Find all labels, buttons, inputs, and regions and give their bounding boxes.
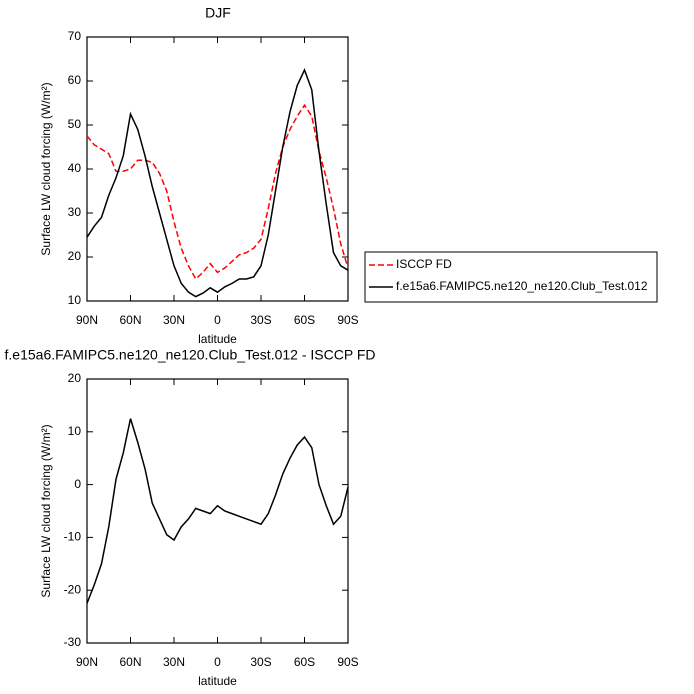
x-tick-label: 0 [214,313,221,327]
series-line [86,68,349,298]
x-tick-label: 0 [214,655,221,669]
y-tick-label: -10 [64,530,82,544]
series-line [86,103,349,281]
plot-frame [86,378,349,644]
y-tick-label: 50 [68,117,82,131]
x-tick-label: 60S [294,313,315,327]
x-tick-label: 90S [337,313,358,327]
y-axis-label: Surface LW cloud forcing (W/m²) [39,424,53,597]
y-tick-label: 40 [68,161,82,175]
y-tick-label: 20 [68,249,82,263]
y-tick-label: 20 [68,371,82,385]
x-tick-label: 90N [76,655,98,669]
x-tick-label: 90N [76,313,98,327]
chart-title: DJF [205,5,231,21]
x-tick-label: 30N [163,655,185,669]
x-tick-label: 90S [337,655,358,669]
y-tick-label: 60 [68,73,82,87]
legend-label: ISCCP FD [396,257,452,271]
y-tick-label: 10 [68,424,82,438]
y-tick-label: 10 [68,293,82,307]
legend-label: f.e15a6.FAMIPC5.ne120_ne120.Club_Test.01… [396,279,648,293]
plot-frame [86,36,349,302]
x-tick-label: 30N [163,313,185,327]
chart-title: f.e15a6.FAMIPC5.ne120_ne120.Club_Test.01… [5,347,376,363]
x-tick-label: 60N [119,655,141,669]
x-tick-label: 30S [250,313,271,327]
y-tick-label: -20 [64,582,82,596]
x-axis-label: latitude [198,674,237,688]
series-line [86,418,349,604]
y-tick-label: 0 [74,477,81,491]
x-tick-label: 60N [119,313,141,327]
x-tick-label: 30S [250,655,271,669]
legend-box [364,251,658,303]
x-tick-label: 60S [294,655,315,669]
y-tick-label: 70 [68,29,82,43]
y-axis-label: Surface LW cloud forcing (W/m²) [39,82,53,255]
y-tick-label: 30 [68,205,82,219]
y-tick-label: -30 [64,635,82,649]
x-axis-label: latitude [198,332,237,346]
